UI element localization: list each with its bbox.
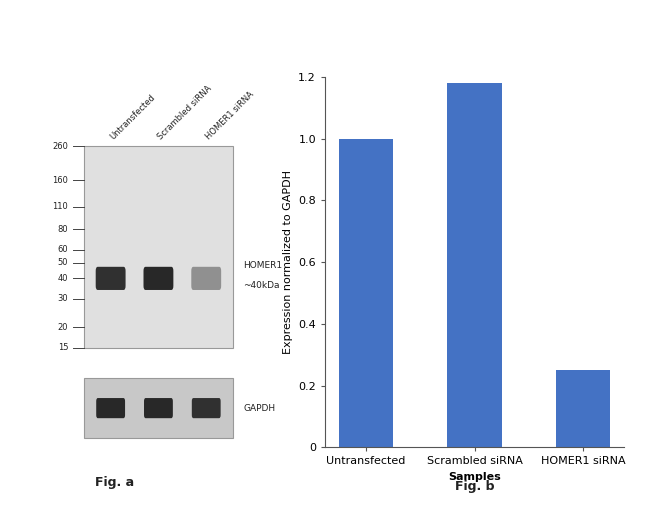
Y-axis label: Expression normalized to GAPDH: Expression normalized to GAPDH [283, 170, 292, 354]
Bar [84, 378, 233, 438]
Text: 15: 15 [58, 343, 68, 352]
Bar [84, 146, 233, 347]
Text: GAPDH: GAPDH [243, 403, 276, 413]
FancyBboxPatch shape [192, 398, 220, 418]
Bar [339, 139, 393, 447]
Text: 30: 30 [58, 294, 68, 303]
FancyBboxPatch shape [96, 398, 125, 418]
Text: 20: 20 [58, 323, 68, 332]
Text: Scrambled siRNA: Scrambled siRNA [156, 84, 213, 141]
Text: HOMER1: HOMER1 [243, 261, 283, 270]
Text: HOMER1 siRNA: HOMER1 siRNA [203, 89, 255, 141]
FancyBboxPatch shape [191, 267, 221, 290]
X-axis label: Samples: Samples [448, 472, 501, 482]
Text: 160: 160 [53, 176, 68, 185]
Text: ~40kDa: ~40kDa [243, 282, 280, 290]
Text: 50: 50 [58, 258, 68, 267]
Bar [556, 370, 610, 447]
Text: Fig. a: Fig. a [95, 476, 134, 489]
FancyBboxPatch shape [144, 398, 173, 418]
Text: Fig. b: Fig. b [455, 481, 494, 493]
Text: Untransfected: Untransfected [108, 93, 157, 141]
Text: 80: 80 [58, 225, 68, 234]
FancyBboxPatch shape [96, 267, 125, 290]
Text: 110: 110 [53, 203, 68, 211]
Text: 60: 60 [58, 245, 68, 254]
Bar [447, 83, 502, 447]
FancyBboxPatch shape [144, 267, 174, 290]
Text: 40: 40 [58, 274, 68, 283]
Text: 260: 260 [53, 142, 68, 151]
